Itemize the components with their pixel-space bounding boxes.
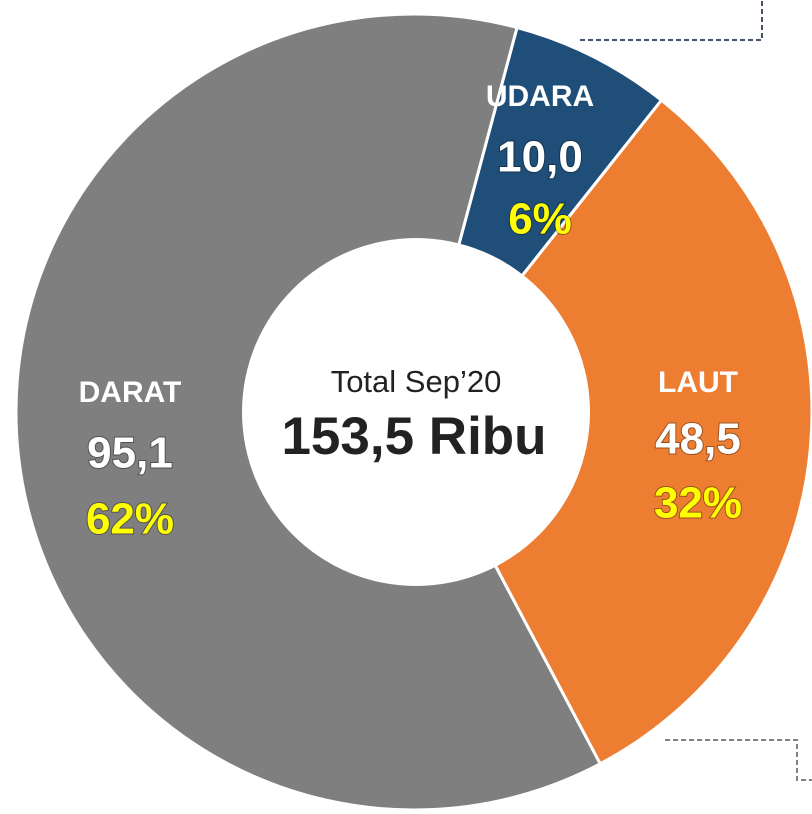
segment-name: DARAT bbox=[79, 376, 182, 409]
segment-percent: 62% bbox=[86, 495, 174, 544]
connector bbox=[580, 0, 763, 41]
center-value: 153,5 Ribu bbox=[281, 407, 546, 466]
segment-name: UDARA bbox=[486, 80, 594, 113]
connector bbox=[665, 739, 812, 781]
segment-value: 95,1 bbox=[87, 429, 173, 478]
segment-name: LAUT bbox=[658, 366, 738, 399]
segment-value: 48,5 bbox=[655, 415, 741, 464]
donut-hole bbox=[242, 238, 590, 586]
segment-value: 10,0 bbox=[497, 133, 583, 182]
center-title: Total Sep’20 bbox=[331, 364, 502, 399]
segment-percent: 6% bbox=[508, 195, 572, 244]
segment-percent: 32% bbox=[654, 479, 742, 528]
